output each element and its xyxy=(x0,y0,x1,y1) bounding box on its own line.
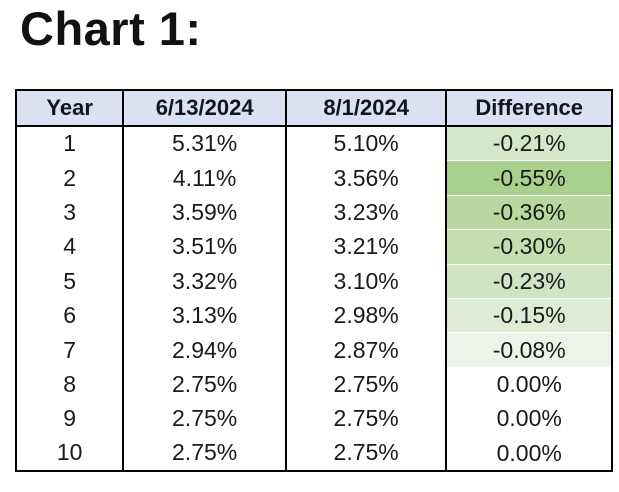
cell-year: 10 xyxy=(16,436,125,471)
cell-rate-2: 2.98% xyxy=(285,298,448,333)
cell-difference: -0.15% xyxy=(446,298,612,334)
table-row: 8 2.75% 2.75% 0.00% xyxy=(16,367,612,403)
cell-rate-2: 5.10% xyxy=(285,126,448,161)
cell-rate-1: 2.75% xyxy=(123,436,287,471)
header-year: Year xyxy=(16,90,125,127)
cell-difference: -0.21% xyxy=(446,126,612,162)
cell-year: 9 xyxy=(16,401,125,437)
table-header-row: Year 6/13/2024 8/1/2024 Difference xyxy=(16,90,612,127)
table-row: 1 5.31% 5.10% -0.21% xyxy=(16,126,612,162)
cell-rate-2: 3.56% xyxy=(285,160,448,196)
header-date2: 8/1/2024 xyxy=(285,90,448,127)
cell-difference: -0.30% xyxy=(446,229,612,265)
cell-rate-1: 2.94% xyxy=(123,332,287,368)
table-row: 9 2.75% 2.75% 0.00% xyxy=(16,401,612,437)
table-row: 10 2.75% 2.75% 0.00% xyxy=(16,436,612,471)
cell-difference: 0.00% xyxy=(446,436,612,471)
cell-difference: 0.00% xyxy=(446,367,612,403)
cell-rate-1: 3.32% xyxy=(123,264,287,299)
table-row: 3 3.59% 3.23% -0.36% xyxy=(16,195,612,231)
cell-rate-2: 2.75% xyxy=(285,401,448,437)
cell-rate-2: 3.23% xyxy=(285,195,448,230)
cell-rate-1: 5.31% xyxy=(123,126,287,161)
header-date1: 6/13/2024 xyxy=(123,90,287,127)
cell-rate-2: 3.10% xyxy=(285,264,448,299)
table-row: 4 3.51% 3.21% -0.30% xyxy=(16,229,612,265)
cell-rate-2: 3.21% xyxy=(285,229,448,265)
cell-difference: -0.23% xyxy=(446,264,612,299)
cell-rate-2: 2.87% xyxy=(285,332,448,368)
rates-table: Year 6/13/2024 8/1/2024 Difference 1 5.3… xyxy=(15,89,613,472)
cell-year: 4 xyxy=(16,229,125,265)
table-row: 2 4.11% 3.56% -0.55% xyxy=(16,160,612,196)
header-difference: Difference xyxy=(446,90,612,127)
cell-rate-2: 2.75% xyxy=(285,436,448,471)
cell-rate-1: 2.75% xyxy=(123,367,287,402)
page-title: Chart 1: xyxy=(20,2,202,55)
cell-difference: -0.36% xyxy=(446,195,612,231)
cell-year: 1 xyxy=(16,126,125,161)
table-row: 5 3.32% 3.10% -0.23% xyxy=(16,264,612,299)
cell-difference: -0.08% xyxy=(446,332,612,368)
cell-year: 8 xyxy=(16,367,125,402)
table-row: 7 2.94% 2.87% -0.08% xyxy=(16,332,612,368)
cell-rate-1: 4.11% xyxy=(123,160,287,196)
cell-year: 3 xyxy=(16,195,125,230)
cell-difference: -0.55% xyxy=(446,160,612,196)
cell-year: 5 xyxy=(16,264,125,299)
cell-year: 2 xyxy=(16,160,125,196)
table-row: 6 3.13% 2.98% -0.15% xyxy=(16,298,612,334)
cell-rate-1: 2.75% xyxy=(123,401,287,437)
cell-rate-1: 3.59% xyxy=(123,195,287,230)
cell-rate-1: 3.51% xyxy=(123,229,287,265)
cell-rate-1: 3.13% xyxy=(123,298,287,333)
cell-rate-2: 2.75% xyxy=(285,367,448,402)
cell-year: 7 xyxy=(16,332,125,368)
cell-year: 6 xyxy=(16,298,125,333)
cell-difference: 0.00% xyxy=(446,401,612,437)
